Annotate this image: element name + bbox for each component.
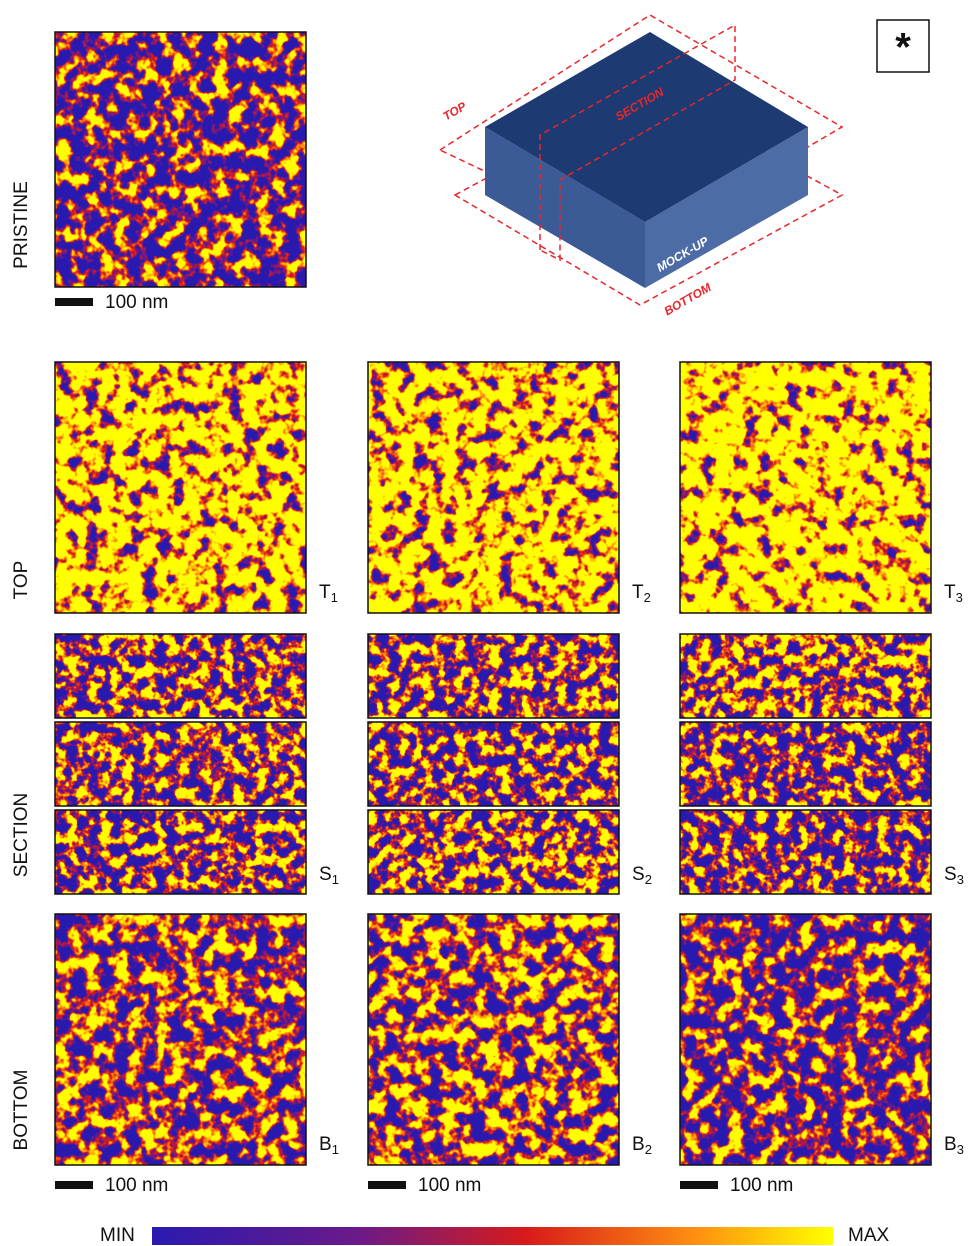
micrograph (680, 634, 931, 718)
panel-subscript: 2 (645, 1142, 652, 1157)
panel-subscript: 3 (956, 590, 963, 605)
panel-label: T2 (632, 582, 651, 605)
panel-label: S2 (632, 864, 652, 887)
panel-subscript: 1 (331, 590, 338, 605)
micrograph (55, 810, 306, 894)
scale-bar-label: 100 nm (730, 1175, 793, 1196)
row-label: SECTION (11, 793, 32, 877)
row-label: TOP (11, 561, 32, 600)
diagram-bottom-label: BOTTOM (662, 280, 715, 319)
panel-label: B1 (319, 1134, 339, 1157)
scale-bar (55, 1181, 93, 1189)
micrograph (680, 914, 931, 1165)
diagram-top-label: TOP (440, 99, 469, 124)
micrograph (55, 722, 306, 806)
scale-bar (368, 1181, 406, 1189)
panel-label: B3 (944, 1134, 964, 1157)
panel-letter: T (319, 582, 331, 603)
micrograph (368, 634, 619, 718)
panel-label: T3 (944, 582, 963, 605)
panel-subscript: 1 (332, 1142, 339, 1157)
panel-label: S1 (319, 864, 339, 887)
panel-letter: B (944, 1134, 957, 1155)
corner-mark: * (895, 26, 911, 70)
panel-subscript: 2 (645, 872, 652, 887)
panel-label: S3 (944, 864, 964, 887)
panel-letter: S (632, 864, 645, 885)
micrograph (680, 722, 931, 806)
micrograph (368, 362, 619, 613)
micrograph (368, 722, 619, 806)
colorbar (152, 1227, 833, 1245)
panel-letter: S (944, 864, 957, 885)
panel-letter: S (319, 864, 332, 885)
panel-letter: T (632, 582, 644, 603)
panel-letter: T (944, 582, 956, 603)
scale-bar (55, 298, 93, 306)
micrograph (55, 32, 306, 287)
micrograph (680, 810, 931, 894)
panel-subscript: 3 (957, 872, 964, 887)
micrograph (680, 362, 931, 613)
panel-letter: B (319, 1134, 332, 1155)
row-label: BOTTOM (11, 1070, 32, 1151)
scale-bar-label: 100 nm (105, 1175, 168, 1196)
sample-diagram: TOP SECTION BOTTOM MOCK-UP (440, 15, 842, 318)
panel-label: B2 (632, 1134, 652, 1157)
micrograph (368, 914, 619, 1165)
scale-bar (680, 1181, 718, 1189)
row-label: PRISTINE (11, 181, 32, 269)
figure: * TOP SECTION BOTTOM MOCK-UP PRISTINE 10… (0, 0, 977, 1246)
micrograph (55, 634, 306, 718)
micrograph (368, 810, 619, 894)
colorbar-min: MIN (100, 1225, 135, 1246)
micrograph (55, 362, 306, 613)
panel-subscript: 1 (332, 872, 339, 887)
panel-label: T1 (319, 582, 338, 605)
panel-subscript: 2 (644, 590, 651, 605)
scale-bar-label: 100 nm (418, 1175, 481, 1196)
colorbar-max: MAX (848, 1225, 890, 1246)
panel-subscript: 3 (957, 1142, 964, 1157)
panel-letter: B (632, 1134, 645, 1155)
scale-bar-label: 100 nm (105, 292, 168, 313)
micrograph (55, 914, 306, 1165)
